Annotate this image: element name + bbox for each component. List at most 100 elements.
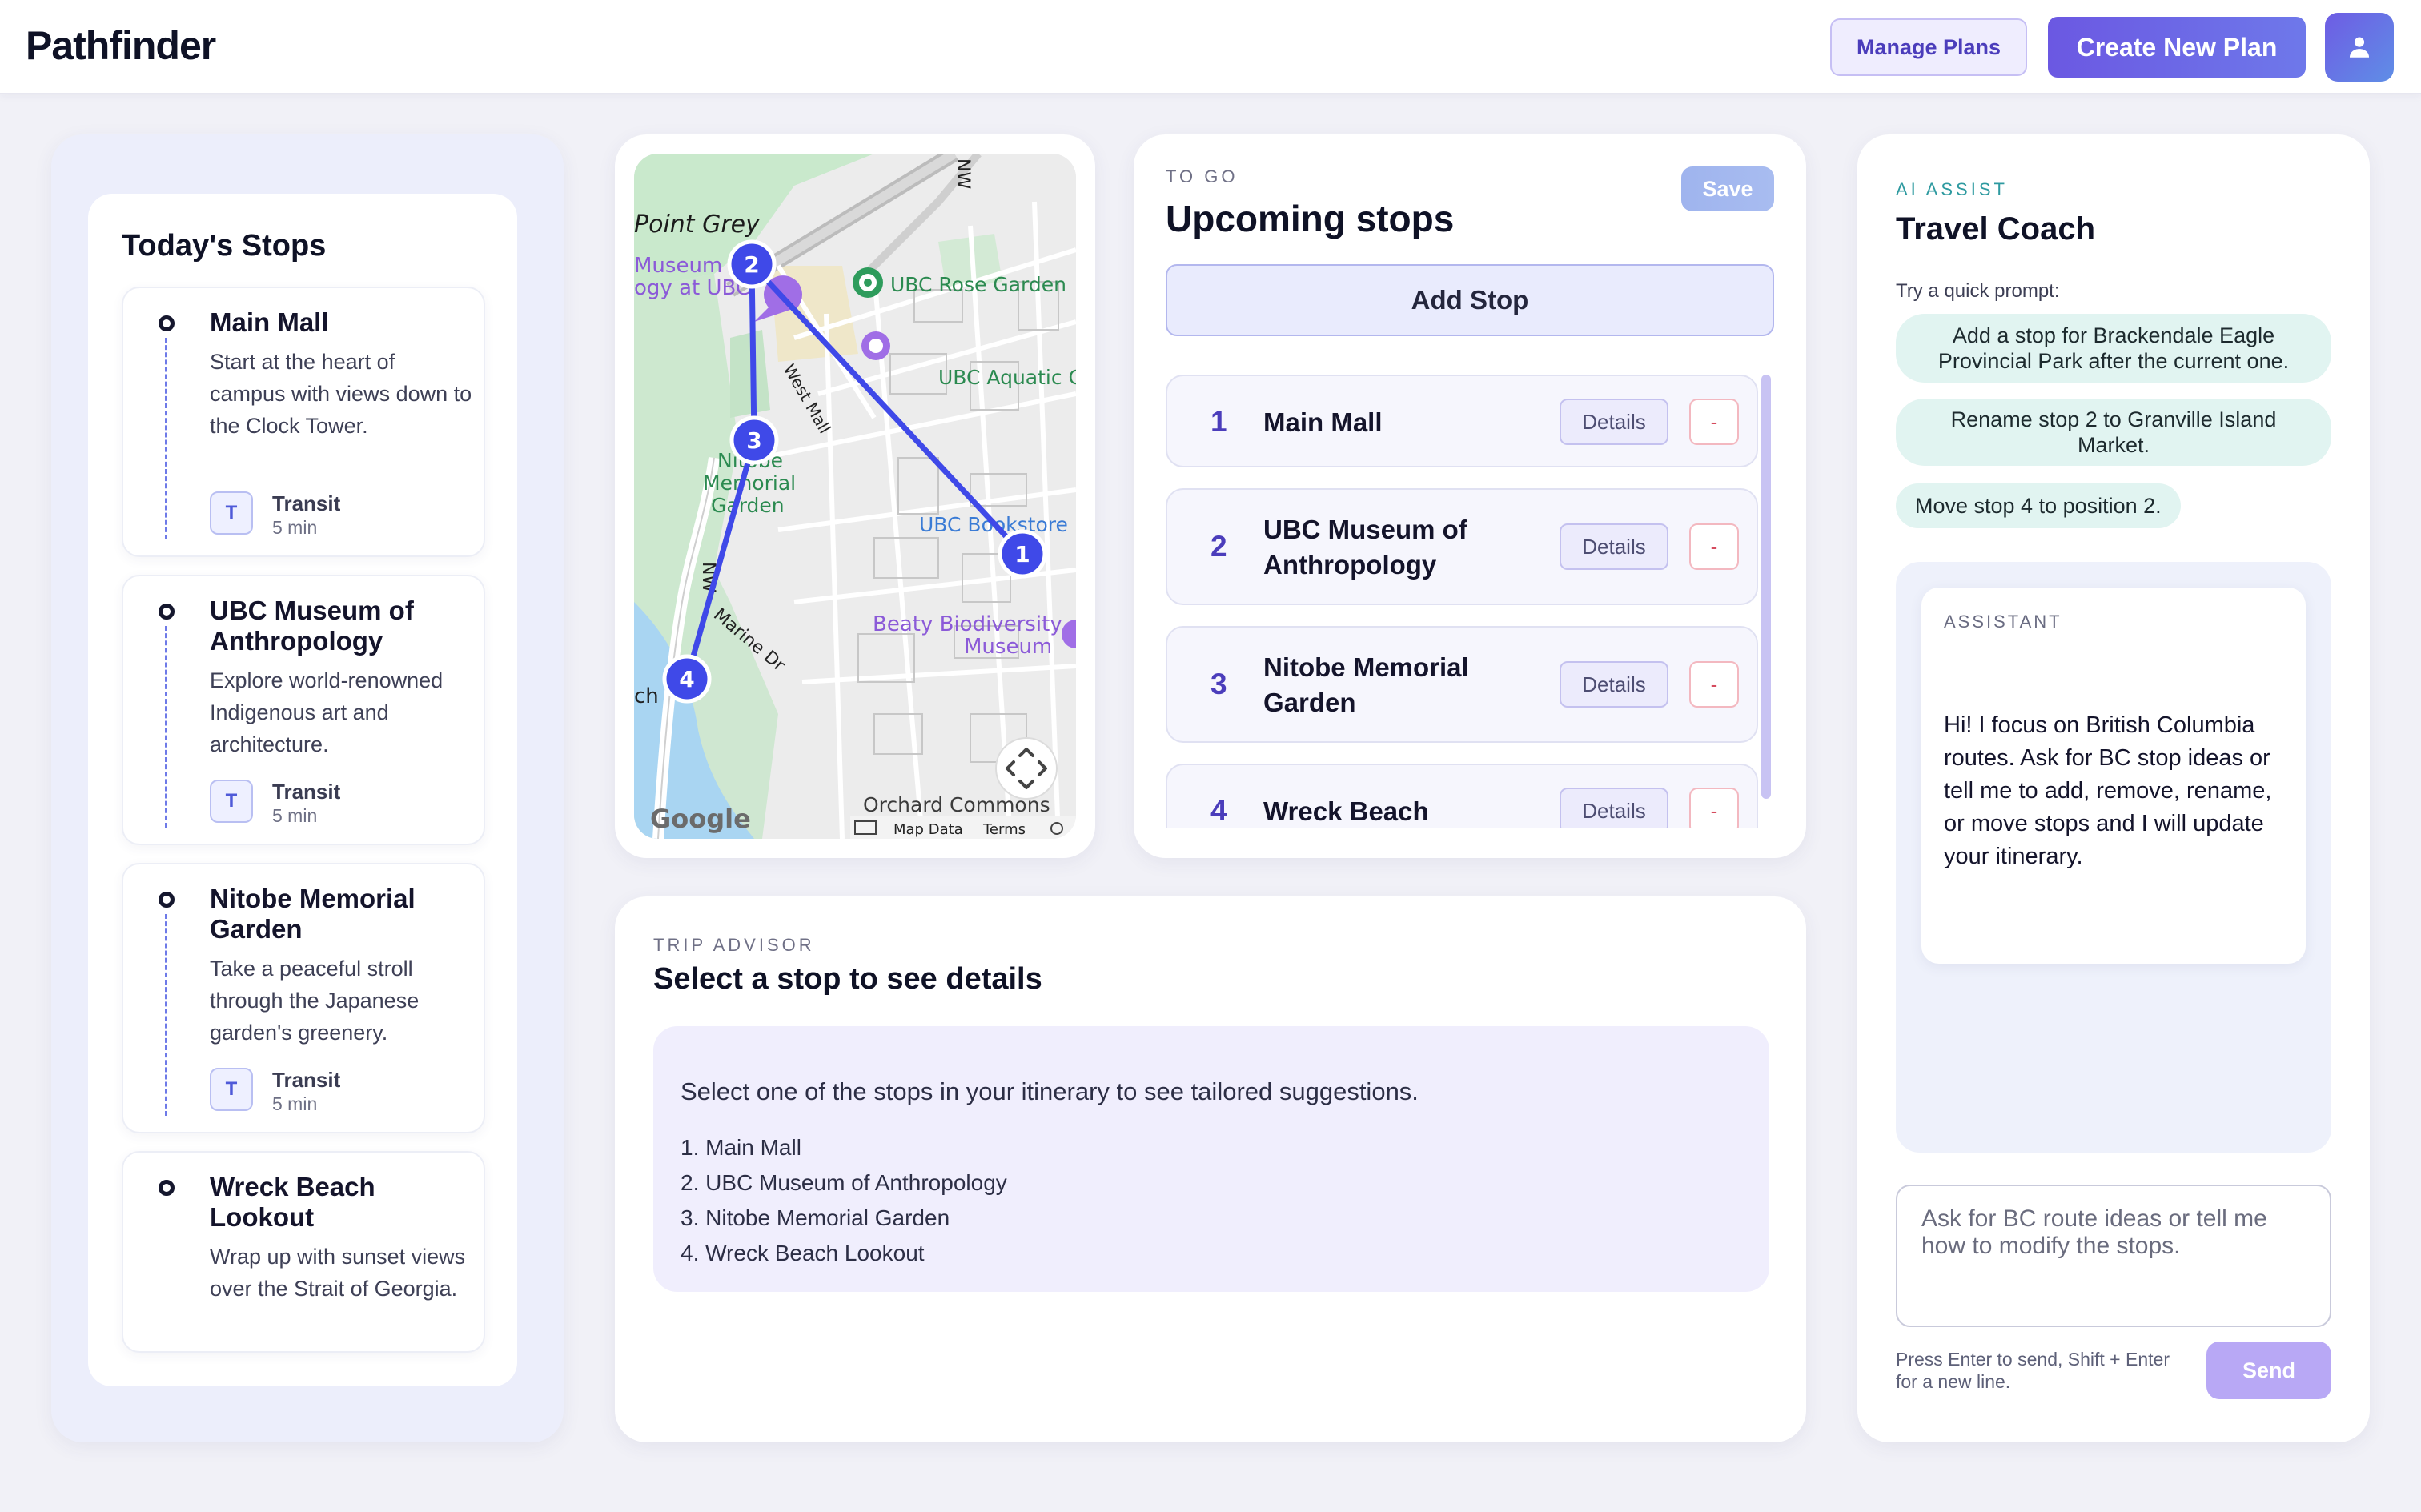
- stop-item-museum-of-anthropology[interactable]: UBC Museum of Anthropology Explore world…: [122, 575, 485, 845]
- upcoming-row-3[interactable]: 3 Nitobe Memorial Garden Details -: [1166, 626, 1758, 743]
- advisor-content: Select one of the stops in your itinerar…: [653, 1026, 1769, 1292]
- stop-name: Wreck Beach Lookout: [210, 1172, 375, 1232]
- upcoming-row-2[interactable]: 2 UBC Museum of Anthropology Details -: [1166, 488, 1758, 605]
- keyboard-icon[interactable]: [854, 820, 877, 835]
- stop-name: Wreck Beach Lookout: [1263, 796, 1429, 826]
- map-label-point-grey: Point Grey: [634, 211, 761, 239]
- attribution-bar: [850, 816, 1076, 839]
- send-hint: Press Enter to send, Shift + Enter for a…: [1896, 1349, 2170, 1392]
- map-marker-2[interactable]: 2: [727, 239, 777, 289]
- map-marker-3[interactable]: 3: [729, 415, 779, 465]
- stop-name: UBC Museum of Anthropology: [1263, 515, 1467, 580]
- timeline-dot-icon: [159, 315, 175, 331]
- map-panel: Point Grey Museum o ogy at UBC UBC Rose …: [615, 134, 1095, 858]
- timeline-dot-icon: [159, 892, 175, 908]
- map-marker-4[interactable]: 4: [662, 654, 712, 704]
- advisor-title: Select a stop to see details: [653, 962, 1042, 996]
- transit-mode: Transit: [272, 780, 341, 804]
- stop-item-main-mall[interactable]: Main Mall Start at the heart of campus w…: [122, 287, 485, 557]
- marker-label: 2: [744, 251, 759, 278]
- upcoming-scrollbar[interactable]: [1761, 375, 1771, 799]
- map-label-beaty-1: Beaty Biodiversity: [873, 612, 1062, 636]
- quick-prompt-chip[interactable]: Add a stop for Brackendale Eagle Provinc…: [1896, 314, 2331, 383]
- map-canvas[interactable]: Point Grey Museum o ogy at UBC UBC Rose …: [634, 154, 1076, 839]
- stop-number: 4: [1210, 794, 1227, 827]
- map-label-nw-top: NW: [953, 158, 973, 189]
- details-button[interactable]: Details: [1560, 788, 1668, 828]
- advisor-stop-list: 1. Main Mall 2. UBC Museum of Anthropolo…: [681, 1130, 1007, 1271]
- map-label-aquatic: UBC Aquatic C: [938, 366, 1076, 389]
- send-button[interactable]: Send: [2206, 1342, 2331, 1399]
- remove-stop-button[interactable]: -: [1689, 523, 1739, 570]
- map-data-link[interactable]: Map Data: [893, 821, 963, 838]
- stop-number: 1: [1210, 405, 1227, 438]
- quick-prompt-chip[interactable]: Move stop 4 to position 2.: [1896, 483, 2181, 528]
- todays-stops-card: Today's Stops Main Mall Start at the hea…: [88, 194, 517, 1386]
- trip-advisor-panel: TRIP ADVISOR Select a stop to see detail…: [615, 896, 1806, 1442]
- profile-button[interactable]: [2325, 13, 2394, 82]
- map-marker-1[interactable]: 1: [998, 529, 1047, 579]
- advisor-eyebrow: TRIP ADVISOR: [653, 935, 815, 955]
- quick-prompt-chip[interactable]: Rename stop 2 to Granville Island Market…: [1896, 399, 2331, 466]
- report-icon[interactable]: [1050, 822, 1063, 835]
- marker-label: 3: [746, 427, 761, 454]
- beaty-museum-poi-icon: [1062, 620, 1076, 648]
- upcoming-title: Upcoming stops: [1166, 198, 1455, 239]
- ai-title: Travel Coach: [1896, 211, 2096, 247]
- marker-label: 1: [1014, 541, 1030, 568]
- upcoming-stops-panel: TO GO Upcoming stops Save Add Stop 1 Mai…: [1134, 134, 1806, 858]
- save-button[interactable]: Save: [1681, 166, 1774, 211]
- map-label-museum-1: Museum o: [634, 254, 741, 278]
- chat-history[interactable]: ASSISTANT Hi! I focus on British Columbi…: [1896, 562, 2331, 1153]
- transit-duration: 5 min: [272, 805, 318, 826]
- advisor-list-item: 3. Nitobe Memorial Garden: [681, 1205, 950, 1230]
- upcoming-row-4[interactable]: 4 Wreck Beach Lookout Details -: [1166, 764, 1758, 828]
- details-button[interactable]: Details: [1560, 523, 1668, 570]
- google-logo: Google: [650, 804, 751, 834]
- advisor-list-item: 4. Wreck Beach Lookout: [681, 1241, 925, 1265]
- map-label-nitobe-2: Memorial: [703, 471, 796, 495]
- map-label-museum-2: ogy at UBC: [634, 276, 750, 300]
- terms-link[interactable]: Terms: [982, 821, 1026, 838]
- route-polyline: [684, 261, 1026, 682]
- timeline-dot-icon: [159, 1180, 175, 1196]
- recenter-icon: [1006, 748, 1047, 789]
- stop-description: Take a peaceful stroll through the Japan…: [210, 957, 420, 1045]
- timeline-connector: [165, 626, 167, 828]
- details-button[interactable]: Details: [1560, 399, 1668, 445]
- timeline-connector: [165, 338, 167, 539]
- stop-item-wreck-beach[interactable]: Wreck Beach Lookout Wrap up with sunset …: [122, 1151, 485, 1353]
- message-text: Hi! I focus on British Columbia routes. …: [1944, 712, 2272, 869]
- details-button[interactable]: Details: [1560, 661, 1668, 708]
- create-new-plan-button[interactable]: Create New Plan: [2048, 17, 2306, 78]
- remove-stop-button[interactable]: -: [1689, 661, 1739, 708]
- advisor-list-item: 2. UBC Museum of Anthropology: [681, 1170, 1007, 1195]
- upcoming-stops-list[interactable]: 1 Main Mall Details - 2 UBC Museum of An…: [1166, 375, 1782, 828]
- transit-badge: T: [210, 780, 253, 823]
- quick-prompt-hint: Try a quick prompt:: [1896, 280, 2060, 302]
- transit-mode: Transit: [272, 491, 341, 515]
- ai-eyebrow: AI ASSIST: [1896, 179, 2008, 199]
- manage-plans-button[interactable]: Manage Plans: [1830, 18, 2027, 76]
- recenter-control[interactable]: [995, 737, 1058, 800]
- timeline-dot-icon: [159, 604, 175, 620]
- top-bar: Pathfinder Manage Plans Create New Plan: [0, 0, 2421, 94]
- add-stop-button[interactable]: Add Stop: [1166, 264, 1774, 336]
- remove-stop-button[interactable]: -: [1689, 788, 1739, 828]
- route-map[interactable]: Point Grey Museum o ogy at UBC UBC Rose …: [634, 154, 1076, 839]
- todays-stops-title: Today's Stops: [122, 229, 327, 263]
- user-icon: [2349, 37, 2370, 58]
- assistant-message: ASSISTANT Hi! I focus on British Columbi…: [1921, 588, 2306, 964]
- upcoming-row-1[interactable]: 1 Main Mall Details -: [1166, 375, 1758, 467]
- stop-description: Explore world-renowned Indigenous art an…: [210, 668, 444, 756]
- stop-name: UBC Museum of Anthropology: [210, 596, 414, 656]
- map-label-beaty-2: Museum: [964, 635, 1052, 659]
- todays-stops-panel: Today's Stops Main Mall Start at the hea…: [51, 134, 564, 1442]
- chat-input[interactable]: Ask for BC route ideas or tell me how to…: [1896, 1185, 2331, 1327]
- stop-item-nitobe-garden[interactable]: Nitobe Memorial Garden Take a peaceful s…: [122, 863, 485, 1133]
- transit-duration: 5 min: [272, 1093, 318, 1114]
- stop-name: Nitobe Memorial Garden: [1263, 652, 1469, 717]
- remove-stop-button[interactable]: -: [1689, 399, 1739, 445]
- map-label-nitobe-3: Garden: [711, 494, 785, 517]
- marker-label: 4: [679, 666, 694, 692]
